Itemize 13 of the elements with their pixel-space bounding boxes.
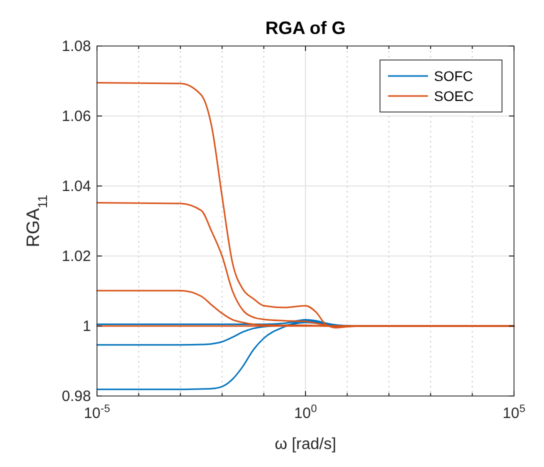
y-tick-label: 1.04 <box>62 178 91 195</box>
y-tick-label: 1.02 <box>62 248 91 265</box>
x-tick-label: 10$^{0}$ <box>294 403 317 422</box>
x-tick-label: 10$^{-5}$ <box>84 403 110 422</box>
y-tick-label: 1 <box>82 318 91 335</box>
x-axis-title: ω [rad/s] <box>274 436 336 453</box>
chart-title: RGA of G <box>265 18 346 38</box>
y-tick-label: 1.08 <box>62 38 91 55</box>
x-tick-label: 10$^{5}$ <box>502 403 526 422</box>
legend-label: SOEC <box>434 88 474 104</box>
legend-label: SOFC <box>434 68 473 84</box>
y-tick-label: 1.06 <box>62 108 91 125</box>
y-tick-label: 0.98 <box>62 388 91 405</box>
